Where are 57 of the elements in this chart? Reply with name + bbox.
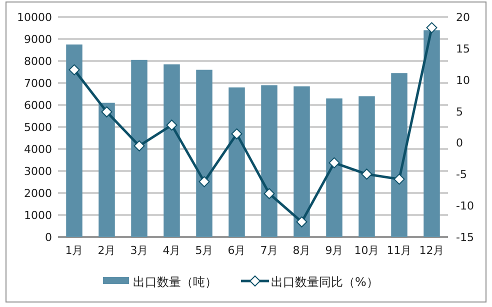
- point: [101, 106, 112, 118]
- y-tick-label: 7000: [24, 77, 52, 90]
- y-tick-label: 5000: [24, 121, 52, 134]
- y-tick-label: 1000: [24, 209, 52, 222]
- y-tick-label: 0: [45, 231, 52, 244]
- y-tick-label: 8000: [24, 55, 52, 68]
- y2-tick-label: 0: [456, 136, 463, 150]
- x-tick-label: 9月: [325, 244, 344, 257]
- point: [264, 188, 275, 200]
- x-tick-label: 6月: [228, 244, 246, 257]
- bar: [294, 86, 310, 237]
- point: [296, 216, 308, 228]
- bar: [196, 70, 212, 237]
- bar: [326, 98, 342, 237]
- y-tick-label: 10000: [17, 11, 52, 24]
- bar: [261, 85, 278, 237]
- y-tick-label: 2000: [24, 187, 52, 200]
- bar: [164, 64, 180, 237]
- y2-tick-label: 10: [456, 74, 470, 87]
- legend-label: 出口数量同比（%）: [271, 275, 378, 289]
- bar: [131, 60, 148, 237]
- y2-tick-label: 20: [456, 11, 470, 24]
- y2-tick-label: -5: [456, 168, 467, 182]
- legend-label: 出口数量（吨）: [133, 275, 217, 289]
- x-tick-label: 2月: [98, 244, 116, 257]
- y-tick-label: 6000: [24, 99, 52, 112]
- x-tick-label: 8月: [292, 244, 311, 257]
- y2-tick-label: -15: [456, 231, 474, 244]
- y2-tick-label: -10: [456, 200, 474, 213]
- point: [328, 157, 340, 168]
- point: [426, 22, 438, 34]
- bar: [358, 96, 375, 237]
- bar: [228, 87, 245, 237]
- x-tick-label: 5月: [195, 244, 214, 257]
- y2-tick-label: 15: [456, 42, 470, 56]
- point: [231, 128, 242, 140]
- bar: [98, 102, 115, 237]
- point: [134, 140, 145, 152]
- x-tick-label: 4月: [162, 244, 181, 257]
- bar: [424, 30, 440, 237]
- x-tick-label: 10月: [354, 244, 380, 257]
- point: [361, 168, 372, 180]
- y2-tick-label: 5: [456, 105, 463, 118]
- x-tick-label: 7月: [260, 244, 278, 257]
- bar: [391, 73, 408, 237]
- point: [166, 120, 178, 131]
- x-tick-label: 1月: [65, 244, 84, 257]
- x-tick-label: 11月: [386, 244, 412, 257]
- x-tick-label: 12月: [419, 244, 444, 257]
- point: [394, 174, 405, 185]
- y-tick-label: 9000: [24, 33, 52, 46]
- bar: [66, 44, 82, 237]
- y-tick-label: 3000: [24, 165, 52, 178]
- point: [198, 176, 210, 188]
- point: [68, 64, 80, 76]
- x-tick-label: 3月: [130, 244, 148, 257]
- y-tick-label: 4000: [24, 143, 52, 156]
